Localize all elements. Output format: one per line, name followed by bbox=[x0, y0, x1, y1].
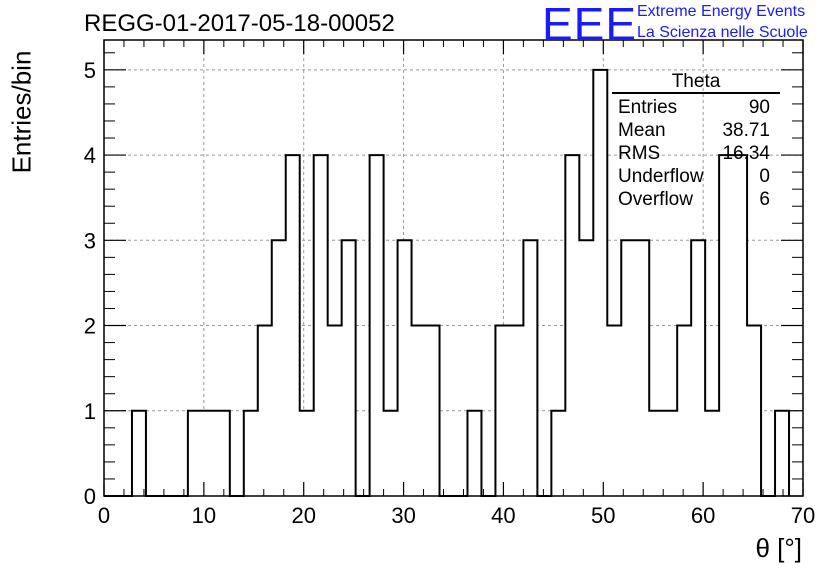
histogram-bin bbox=[397, 240, 412, 496]
run-title: REGG-01-2017-05-18-00052 bbox=[84, 10, 395, 37]
stats-label: Overflow bbox=[618, 189, 693, 210]
stats-label: Entries bbox=[618, 97, 678, 118]
histogram-bin bbox=[523, 240, 538, 496]
plot-frame bbox=[103, 39, 804, 497]
stats-value: 16.34 bbox=[722, 143, 770, 164]
x-tick-label: 0 bbox=[98, 503, 110, 528]
histogram-bin bbox=[691, 240, 706, 496]
x-tick-label: 70 bbox=[791, 503, 815, 528]
stats-value: 6 bbox=[759, 189, 770, 210]
histogram-bin bbox=[579, 240, 594, 496]
histogram-bin bbox=[257, 325, 272, 496]
histogram-bin bbox=[285, 155, 300, 496]
y-tick-label: 2 bbox=[84, 314, 96, 339]
histogram-bin bbox=[593, 69, 608, 496]
histogram-bin bbox=[341, 240, 356, 496]
histogram-bin bbox=[719, 155, 734, 496]
y-tick-label: 5 bbox=[84, 58, 96, 83]
axis-ticks bbox=[103, 40, 804, 497]
y-axis-label: Entries/bin bbox=[6, 50, 37, 174]
stats-value: 38.71 bbox=[722, 120, 770, 141]
histogram-bin bbox=[747, 325, 762, 496]
histogram-bin bbox=[313, 155, 328, 496]
x-tick-label: 20 bbox=[291, 503, 315, 528]
x-tick-label: 30 bbox=[391, 503, 415, 528]
histogram-bin bbox=[607, 325, 622, 496]
stats-row-underflow: Underflow 0 bbox=[612, 165, 780, 188]
eee-logo-line2: La Scienza nelle Scuole bbox=[637, 24, 808, 41]
histogram-bin bbox=[271, 240, 286, 496]
histogram-bin bbox=[649, 410, 664, 496]
y-tick-label: 3 bbox=[84, 228, 96, 253]
stats-value: 90 bbox=[748, 97, 770, 118]
stats-row-rms: RMS 16.34 bbox=[612, 142, 780, 165]
histogram-bin bbox=[187, 410, 202, 496]
histogram-bin bbox=[677, 325, 692, 496]
histogram-bin bbox=[215, 410, 230, 496]
y-tick-label: 4 bbox=[84, 143, 96, 168]
stats-label: Underflow bbox=[618, 166, 704, 187]
stats-box: Theta Entries 90 Mean 38.71 RMS 16.34 Un… bbox=[612, 72, 780, 211]
histogram-bin bbox=[775, 410, 790, 496]
stats-row-entries: Entries 90 bbox=[612, 96, 780, 119]
x-tick-label: 10 bbox=[192, 503, 216, 528]
histogram-bin bbox=[327, 325, 342, 496]
histogram-series bbox=[104, 68, 791, 497]
histogram-bin bbox=[383, 410, 398, 496]
x-axis-label: θ [°] bbox=[755, 533, 802, 563]
histogram-bin bbox=[131, 410, 146, 496]
stats-value: 0 bbox=[759, 166, 770, 187]
histogram-bin bbox=[565, 155, 580, 496]
histogram-bin bbox=[509, 325, 524, 496]
histogram-bin bbox=[551, 410, 566, 496]
histogram-bin bbox=[495, 325, 510, 496]
histogram-bin bbox=[705, 410, 720, 496]
histogram-bin bbox=[201, 410, 216, 496]
stats-label: RMS bbox=[618, 143, 661, 164]
stats-title: Theta bbox=[612, 72, 780, 94]
y-tick-label: 0 bbox=[84, 484, 96, 509]
histogram-bin bbox=[425, 325, 440, 496]
y-tick-label: 1 bbox=[84, 399, 96, 424]
histogram-bin bbox=[663, 410, 678, 496]
histogram-bin bbox=[635, 240, 650, 496]
histogram-bin bbox=[299, 410, 314, 496]
x-tick-label: 60 bbox=[691, 503, 715, 528]
histogram-bin bbox=[467, 410, 482, 496]
x-tick-label: 40 bbox=[491, 503, 515, 528]
stats-label: Mean bbox=[618, 120, 666, 141]
eee-logo: EEE bbox=[542, 0, 638, 50]
histogram-bin bbox=[411, 325, 426, 496]
stats-row-mean: Mean 38.71 bbox=[612, 119, 780, 142]
histogram-bin bbox=[243, 410, 258, 496]
histogram-bin bbox=[369, 155, 384, 496]
histogram-bin bbox=[621, 240, 636, 496]
eee-logo-line1: Extreme Energy Events bbox=[637, 3, 806, 20]
stats-row-overflow: Overflow 6 bbox=[612, 188, 780, 211]
histogram-bin bbox=[733, 155, 748, 496]
x-tick-label: 50 bbox=[591, 503, 615, 528]
